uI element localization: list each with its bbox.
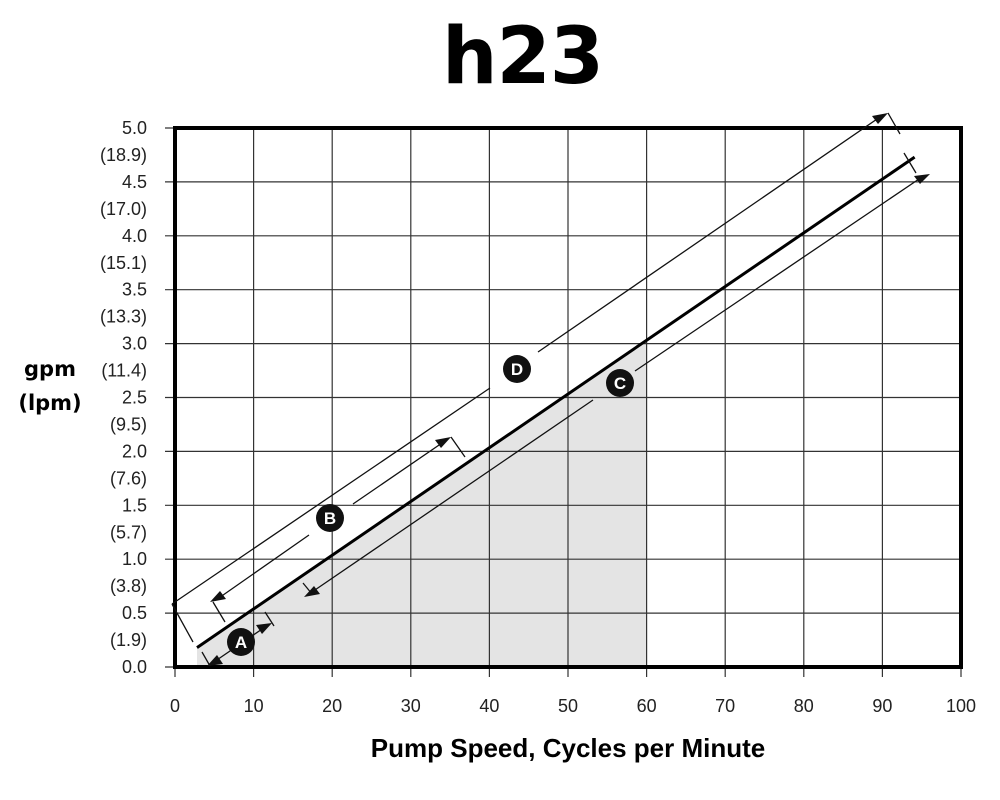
y-tick-label-lpm: (3.8)	[110, 576, 147, 596]
y-tick-label-lpm: (13.3)	[100, 307, 147, 327]
arrowheads	[207, 113, 930, 666]
y-tick-label: 2.0	[122, 441, 147, 461]
label-b-text: B	[324, 509, 336, 528]
arrowhead	[210, 591, 226, 602]
annotation-d-bracket-start	[171, 603, 194, 643]
y-axis-title-gpm: gpm	[24, 357, 76, 381]
label-c-text: C	[614, 374, 626, 393]
y-axis-title-lpm: (lpm)	[18, 391, 82, 415]
label-a: A	[227, 628, 255, 656]
x-tick-label: 80	[794, 696, 814, 716]
plot-frame	[173, 126, 963, 669]
y-tick-label-lpm: (7.6)	[110, 468, 147, 488]
shaded-region	[197, 340, 647, 667]
y-tick-label: 0.5	[122, 603, 147, 623]
x-tick-label: 20	[322, 696, 342, 716]
y-tick-label: 2.5	[122, 388, 147, 408]
y-tick-label-lpm: (18.9)	[100, 145, 147, 165]
y-tick-label: 0.0	[122, 657, 147, 677]
x-tick-label: 0	[170, 696, 180, 716]
arrowhead	[304, 586, 320, 597]
annotation-a-brackets	[201, 611, 275, 667]
annotations	[171, 112, 930, 667]
label-c: C	[606, 369, 634, 397]
y-tick-label: 3.0	[122, 334, 147, 354]
x-axis-title: Pump Speed, Cycles per Minute	[370, 733, 766, 763]
y-tick-label: 3.5	[122, 280, 147, 300]
x-tick-label: 60	[637, 696, 657, 716]
y-tick-label: 5.0	[122, 118, 147, 138]
y-tick-label-lpm: (17.0)	[100, 199, 147, 219]
y-tick-label-lpm: (9.5)	[110, 414, 147, 434]
arrowhead	[914, 174, 930, 184]
x-tick-label: 40	[479, 696, 499, 716]
arrowhead	[207, 655, 223, 666]
arrowhead	[435, 437, 451, 448]
label-d: D	[503, 355, 531, 383]
label-d-text: D	[511, 360, 523, 379]
y-tick-label: 4.5	[122, 172, 147, 192]
y-tick-label: 1.0	[122, 549, 147, 569]
annotation-labels: A B C D	[227, 355, 634, 656]
y-tick-label-lpm: (1.9)	[110, 630, 147, 650]
x-tick-label: 50	[558, 696, 578, 716]
annotation-d-line	[171, 116, 881, 605]
y-tick-label-lpm: (15.1)	[100, 253, 147, 273]
chart-title: h23	[441, 12, 604, 102]
y-tick-label: 4.0	[122, 226, 147, 246]
x-tick-label: 30	[401, 696, 421, 716]
annotation-b-line	[215, 442, 443, 601]
series-line-pump-output	[196, 155, 916, 649]
label-b: B	[316, 504, 344, 532]
x-tick-label: 100	[946, 696, 976, 716]
y-tick-label: 1.5	[122, 495, 147, 515]
annotation-b-brackets	[212, 436, 466, 623]
arrowhead	[872, 113, 888, 124]
label-a-text: A	[235, 633, 247, 652]
y-axis-title: gpm (lpm)	[10, 352, 90, 420]
annotation-dc-bracket-end	[887, 112, 917, 174]
y-tick-label-lpm: (5.7)	[110, 522, 147, 542]
x-tick-label: 90	[872, 696, 892, 716]
y-tick-label-lpm: (11.4)	[101, 361, 147, 381]
annotation-c-line	[311, 176, 923, 593]
arrowhead	[256, 623, 272, 634]
x-tick-label: 70	[715, 696, 735, 716]
x-tick-label: 10	[244, 696, 264, 716]
